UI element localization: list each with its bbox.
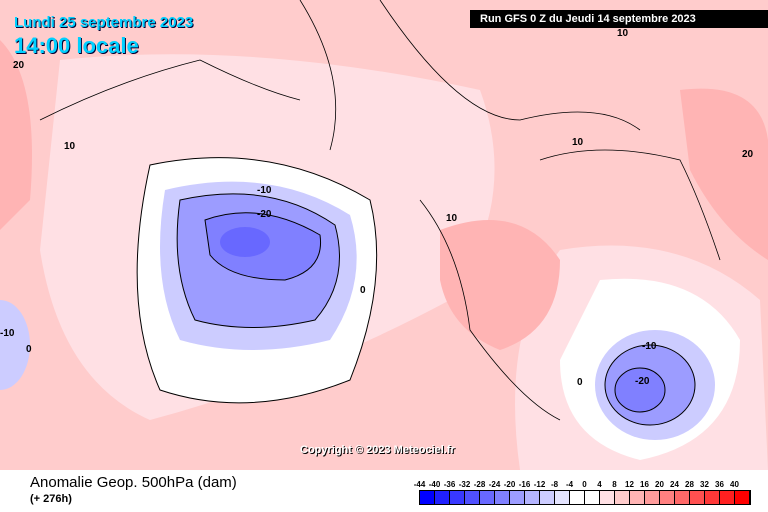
- legend-swatch: [645, 491, 660, 504]
- legend-tick: 20: [655, 480, 664, 489]
- legend-tick: -32: [458, 480, 471, 489]
- legend-swatch: [480, 491, 495, 504]
- anomaly-map: [0, 0, 768, 470]
- legend-swatch: [540, 491, 555, 504]
- contour-label: 10: [64, 141, 76, 152]
- legend-tick: -12: [533, 480, 546, 489]
- legend-tick: -20: [503, 480, 516, 489]
- legend-swatch: [495, 491, 510, 504]
- run-info: Run GFS 0 Z du Jeudi 14 septembre 2023: [470, 10, 768, 28]
- legend-swatch: [630, 491, 645, 504]
- legend-tick: 24: [670, 480, 679, 489]
- legend-tick: 32: [700, 480, 709, 489]
- map-title: Anomalie Geop. 500hPa (dam): [30, 474, 237, 491]
- legend-tick: 16: [640, 480, 649, 489]
- legend-labels: -44 -40 -36 -32 -28 -24 -20 -16 -12 -8 -4 0 4 8 12 16 20…: [412, 480, 742, 489]
- legend-tick: 0: [582, 480, 587, 489]
- copyright: Copyright © 2023 Meteociel.fr: [300, 444, 455, 456]
- legend-tick: 8: [612, 480, 617, 489]
- legend-swatch: [675, 491, 690, 504]
- contour-label: 10: [446, 213, 458, 224]
- legend-tick: -36: [443, 480, 456, 489]
- contour-label: 20: [742, 149, 754, 160]
- legend-swatch: [735, 491, 750, 504]
- legend-swatch: [615, 491, 630, 504]
- legend-swatch: [435, 491, 450, 504]
- contour-label: 20: [13, 60, 25, 71]
- contour-label: 0: [360, 285, 366, 296]
- legend-tick: -4: [565, 480, 574, 489]
- contour-label: -10: [0, 328, 15, 339]
- color-legend: [419, 490, 751, 505]
- legend-tick: 40: [730, 480, 739, 489]
- legend-tick: 36: [715, 480, 724, 489]
- contour-label: 0: [577, 377, 583, 388]
- legend-tick: -40: [428, 480, 441, 489]
- legend-swatch: [555, 491, 570, 504]
- legend-swatch: [585, 491, 600, 504]
- legend-tick: 4: [597, 480, 602, 489]
- legend-swatch: [510, 491, 525, 504]
- forecast-time: 14:00 locale: [14, 33, 139, 58]
- legend-swatch: [420, 491, 435, 504]
- contour-label: 10: [572, 137, 584, 148]
- legend-tick: -24: [488, 480, 501, 489]
- legend-tick: -8: [550, 480, 559, 489]
- legend-tick: 28: [685, 480, 694, 489]
- legend-swatch: [660, 491, 675, 504]
- legend-swatch: [690, 491, 705, 504]
- legend-swatch: [705, 491, 720, 504]
- legend-swatch: [465, 491, 480, 504]
- legend-tick: 12: [625, 480, 634, 489]
- legend-tick: -44: [413, 480, 426, 489]
- contour-label: 0: [26, 344, 32, 355]
- contour-label: -20: [635, 376, 650, 387]
- forecast-lead: (+ 276h): [30, 493, 72, 505]
- contour-label: -10: [257, 185, 272, 196]
- legend-swatch: [570, 491, 585, 504]
- legend-swatch: [600, 491, 615, 504]
- contour-label: 10: [617, 28, 629, 39]
- legend-swatch: [525, 491, 540, 504]
- legend-tick: -28: [473, 480, 486, 489]
- contour-label: -20: [257, 209, 272, 220]
- contour-label: -10: [642, 341, 657, 352]
- forecast-date: Lundi 25 septembre 2023: [14, 14, 194, 31]
- legend-swatch: [450, 491, 465, 504]
- legend-tick: -16: [518, 480, 531, 489]
- legend-swatch: [720, 491, 735, 504]
